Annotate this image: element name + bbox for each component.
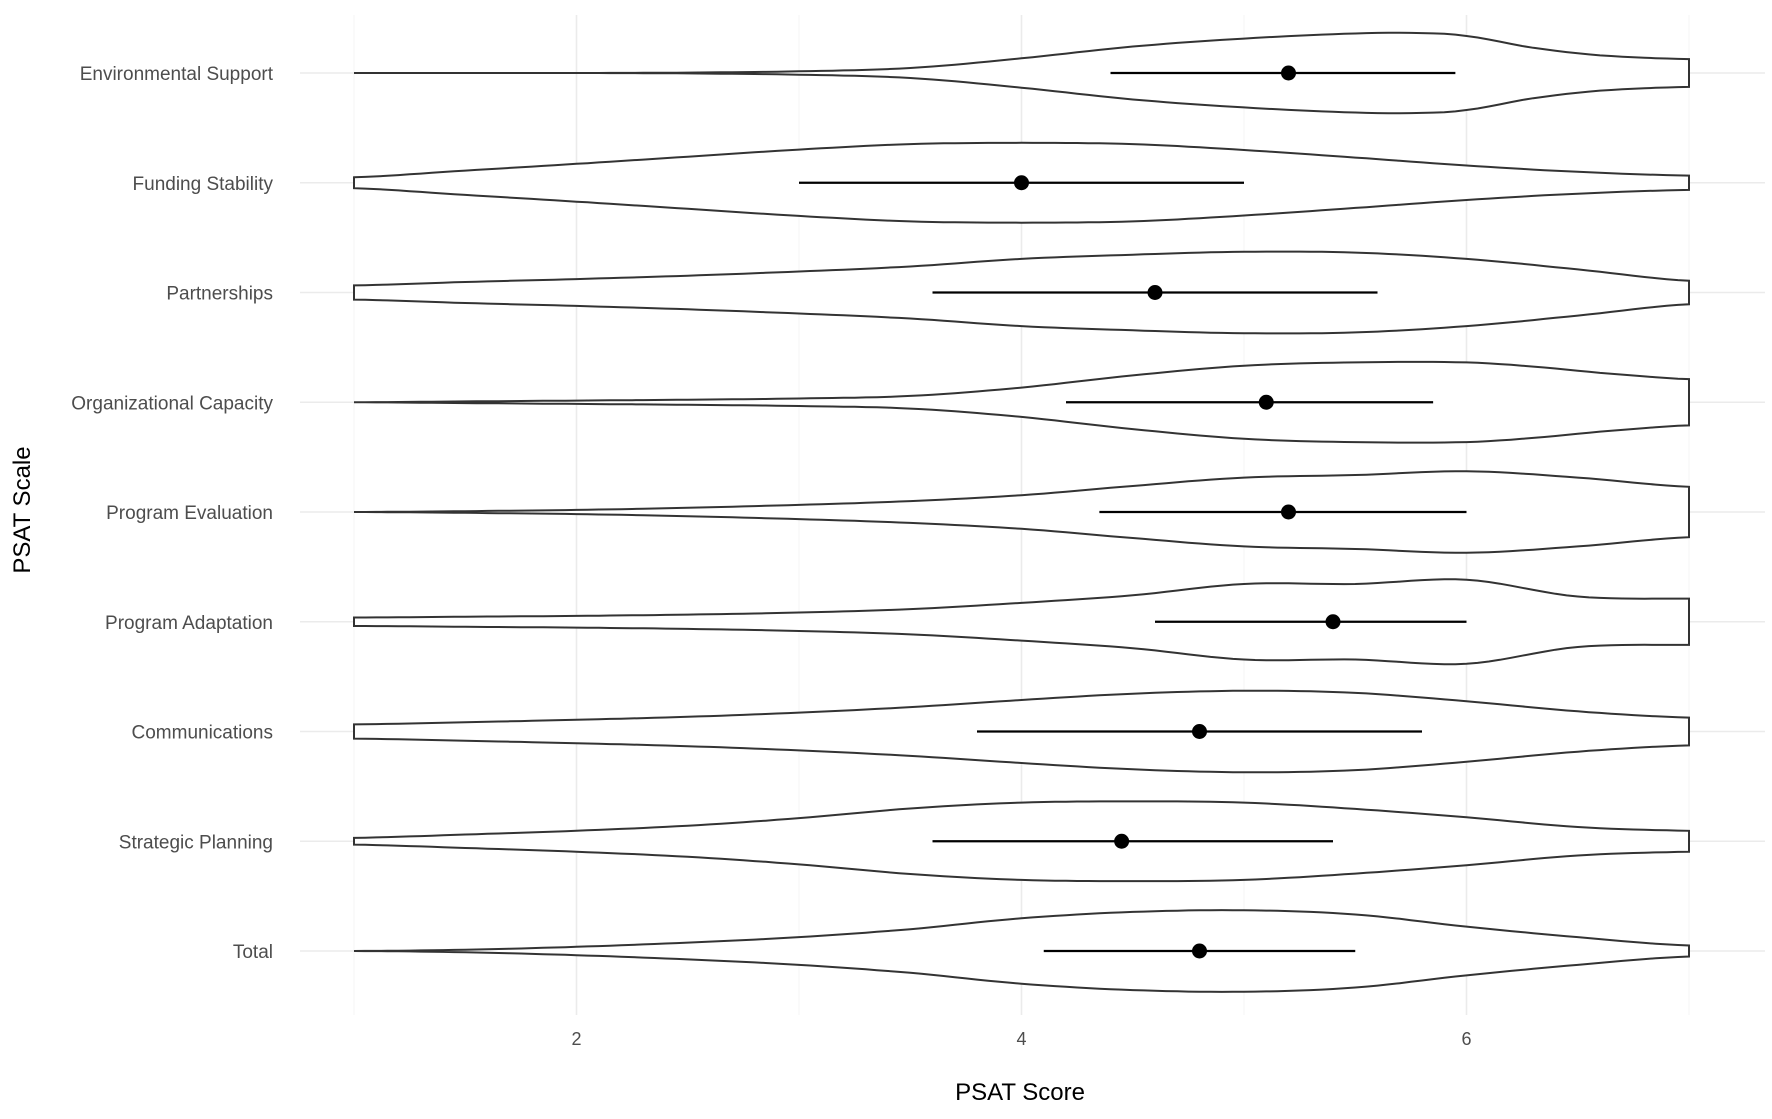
y-tick-label: Partnerships [166, 284, 273, 305]
y-tick-label: Funding Stability [133, 174, 274, 195]
mean-point [1325, 614, 1341, 630]
x-axis-tick-labels: 2 4 6 [571, 1029, 1471, 1049]
y-tick-label: Total [233, 942, 273, 963]
interval-layer [799, 65, 1467, 959]
violin-shape [353, 578, 1690, 666]
mean-point [1258, 394, 1274, 410]
mean-point [1281, 65, 1296, 81]
mean-point [1281, 504, 1296, 520]
violin-shape [353, 360, 1690, 444]
mean-point [1192, 943, 1207, 959]
x-tick-label: 6 [1461, 1029, 1471, 1049]
mean-point [1014, 175, 1029, 191]
mean-point [1147, 285, 1163, 300]
mean-point [1192, 724, 1207, 739]
violin-shape [353, 909, 1690, 993]
x-axis-title: PSAT Score [955, 1079, 1085, 1106]
x-tick-label: 4 [1016, 1029, 1026, 1049]
violin-shape [354, 470, 1690, 554]
y-tick-label: Communications [132, 723, 274, 744]
mean-point [1114, 833, 1130, 849]
violin-shape [354, 31, 1690, 115]
x-tick-label: 2 [571, 1029, 581, 1049]
y-tick-label: Organizational Capacity [71, 393, 273, 414]
y-tick-label: Strategic Planning [119, 832, 273, 853]
y-axis-tick-labels: Environmental Support Funding Stability Pa… [71, 64, 273, 963]
y-tick-label: Program Adaptation [105, 613, 273, 634]
y-tick-label: Environmental Support [80, 64, 274, 85]
y-axis-title: PSAT Scale [9, 446, 36, 573]
y-tick-label: Program Evaluation [106, 503, 273, 524]
